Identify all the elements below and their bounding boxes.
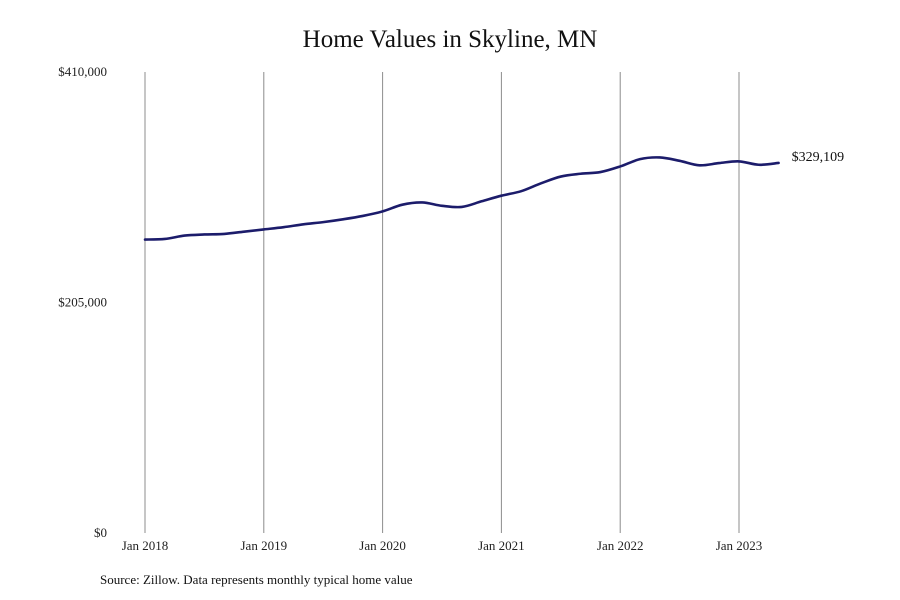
x-tick-label: Jan 2018 [122,538,169,553]
series-line [143,156,780,241]
chart-title: Home Values in Skyline, MN [302,26,598,53]
x-tick-label: Jan 2021 [478,538,525,553]
source-note: Source: Zillow. Data represents monthly … [100,572,413,587]
x-tick-label: Jan 2020 [359,538,406,553]
y-tick-label: $410,000 [58,64,107,79]
y-tick-label: $0 [94,525,107,540]
y-tick-label: $205,000 [58,295,107,310]
end-value-label: $329,109 [792,150,845,165]
x-tick-label: Jan 2023 [716,538,763,553]
x-tick-label: Jan 2022 [597,538,644,553]
x-tick-label: Jan 2019 [241,538,288,553]
